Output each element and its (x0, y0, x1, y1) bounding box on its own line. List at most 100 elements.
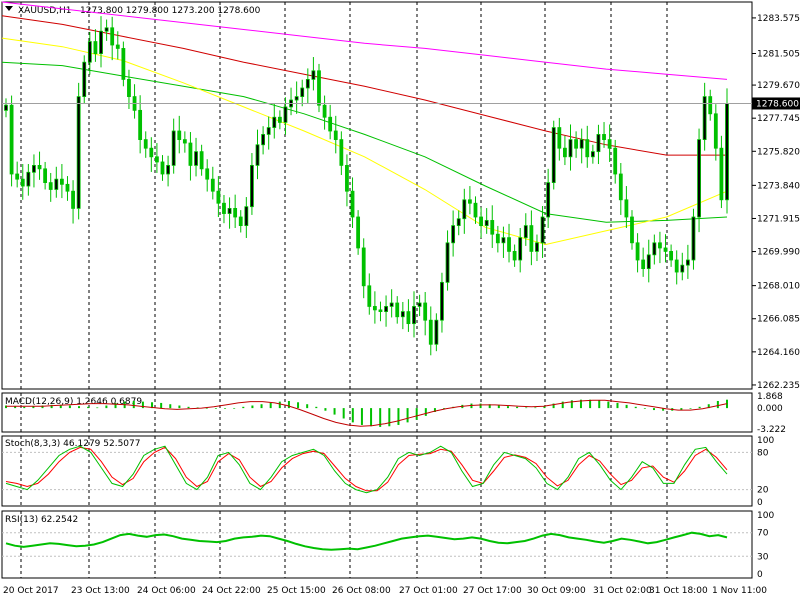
symbol-label: XAUUSD,H1 (18, 6, 72, 16)
candle-body (590, 151, 595, 158)
macd-tick-label: -3.222 (757, 425, 786, 435)
candle-body (266, 127, 271, 135)
candle-body (216, 190, 221, 204)
macd-histogram-bar (360, 408, 363, 425)
macd-histogram-bar (351, 408, 354, 423)
macd-histogram-bar (96, 407, 99, 409)
candle-body (339, 139, 344, 166)
candle-body (624, 199, 629, 218)
rsi-panel: RSI(13) 62.2542 100 70 30 0 (1, 510, 774, 580)
macd-label: MACD(12,26,9) 1.2646 0.6879 (5, 397, 142, 407)
moving-average-line (1, 37, 728, 246)
time-label: 26 Oct 08:00 (332, 586, 391, 596)
candle-body (76, 96, 81, 209)
candle-body (149, 147, 154, 158)
macd-histogram-bar (607, 401, 610, 409)
macd-histogram-bar (68, 405, 71, 409)
candle-body (37, 164, 42, 170)
candle-body (372, 306, 377, 311)
candle-body (479, 216, 483, 226)
candle-body (378, 309, 383, 313)
candle-body (104, 27, 109, 32)
stochastic-panel: Stoch(8,3,3) 46.1279 52.5077 100 80 20 0 (1, 435, 774, 508)
candle-body (490, 220, 495, 235)
price-tick-label: 1275.820 (757, 147, 800, 157)
time-label: 24 Oct 22:00 (202, 586, 261, 596)
time-axis: 20 Oct 2017 23 Oct 13:00 24 Oct 06:00 24 Oc… (3, 586, 767, 596)
macd-histogram-bar (114, 402, 117, 409)
candle-body (495, 233, 500, 244)
macd-histogram-bar (105, 405, 108, 409)
candle-body (434, 319, 439, 345)
candle-body (350, 190, 355, 218)
candle-body (305, 79, 310, 89)
macd-histogram-bar (698, 406, 701, 409)
macd-signal-line (6, 399, 728, 427)
macd-histogram-bar (342, 408, 345, 419)
candle-body (412, 306, 416, 325)
macd-tick-label: 0.000 (757, 404, 783, 414)
price-tick-label: 1273.840 (757, 181, 800, 191)
price-tick-label: 1262.235 (757, 381, 800, 391)
candle-body (272, 116, 277, 128)
candle-body (222, 202, 226, 214)
candle-body (300, 87, 305, 97)
candle-body (82, 61, 87, 98)
macd-histogram-bar (224, 408, 227, 409)
candle-body (395, 302, 400, 318)
candle-body (65, 183, 70, 192)
macd-histogram-bar (14, 406, 17, 409)
price-grid (1, 1, 753, 390)
current-price-marker: 1278.600 (2, 97, 800, 110)
macd-histogram-bar (306, 404, 309, 409)
stochastic-panel-frame (1, 435, 753, 507)
candle-body (596, 134, 601, 153)
candle-body (143, 139, 148, 149)
candle-body (317, 70, 321, 106)
candle-body (440, 281, 444, 321)
rsi-panel-frame (1, 510, 753, 579)
candle-body (467, 199, 472, 204)
candle-body (551, 127, 556, 183)
ohlc-label: 1273.800 1279.800 1273.200 1278.600 (80, 6, 261, 16)
candle-body (54, 178, 59, 190)
candle-body (602, 134, 606, 141)
macd-histogram-bar (589, 399, 592, 409)
macd-histogram-bar (570, 400, 573, 409)
macd-histogram-bar (433, 408, 436, 413)
candle-body (199, 151, 204, 170)
candle-body (535, 242, 539, 252)
macd-histogram-bar (132, 400, 135, 409)
macd-histogram-bar (479, 403, 482, 409)
candle-body (205, 168, 210, 180)
macd-axis: 1.868 0.000 -3.222 (757, 392, 786, 435)
rsi-tick-label: 30 (757, 552, 769, 562)
macd-histogram-bar (662, 408, 665, 411)
macd-histogram-bar (78, 406, 81, 409)
candle-body (417, 302, 422, 307)
macd-histogram-bar (251, 405, 254, 409)
time-label: 30 Oct 09:00 (527, 586, 586, 596)
macd-histogram-bar (634, 406, 637, 409)
candle-body (182, 139, 187, 144)
price-tick-label: 1264.160 (757, 348, 800, 358)
candle-body (428, 319, 433, 345)
candle-body (20, 178, 25, 187)
time-label: 31 Oct 18:00 (649, 586, 708, 596)
candle-body (400, 311, 405, 318)
candle-body (646, 254, 651, 269)
candle-body (579, 139, 584, 149)
macd-histogram-bar (214, 408, 217, 409)
macd-histogram-bar (315, 406, 318, 409)
macd-histogram-bar (643, 408, 646, 409)
candle-body (691, 216, 696, 261)
macd-histogram-bar (242, 406, 245, 409)
macd-histogram-bar (680, 408, 683, 411)
time-label: 25 Oct 15:00 (267, 586, 326, 596)
macd-histogram-bar (598, 400, 601, 409)
candle-body (328, 116, 333, 132)
candle-body (585, 139, 590, 158)
macd-histogram-bar (32, 406, 35, 409)
